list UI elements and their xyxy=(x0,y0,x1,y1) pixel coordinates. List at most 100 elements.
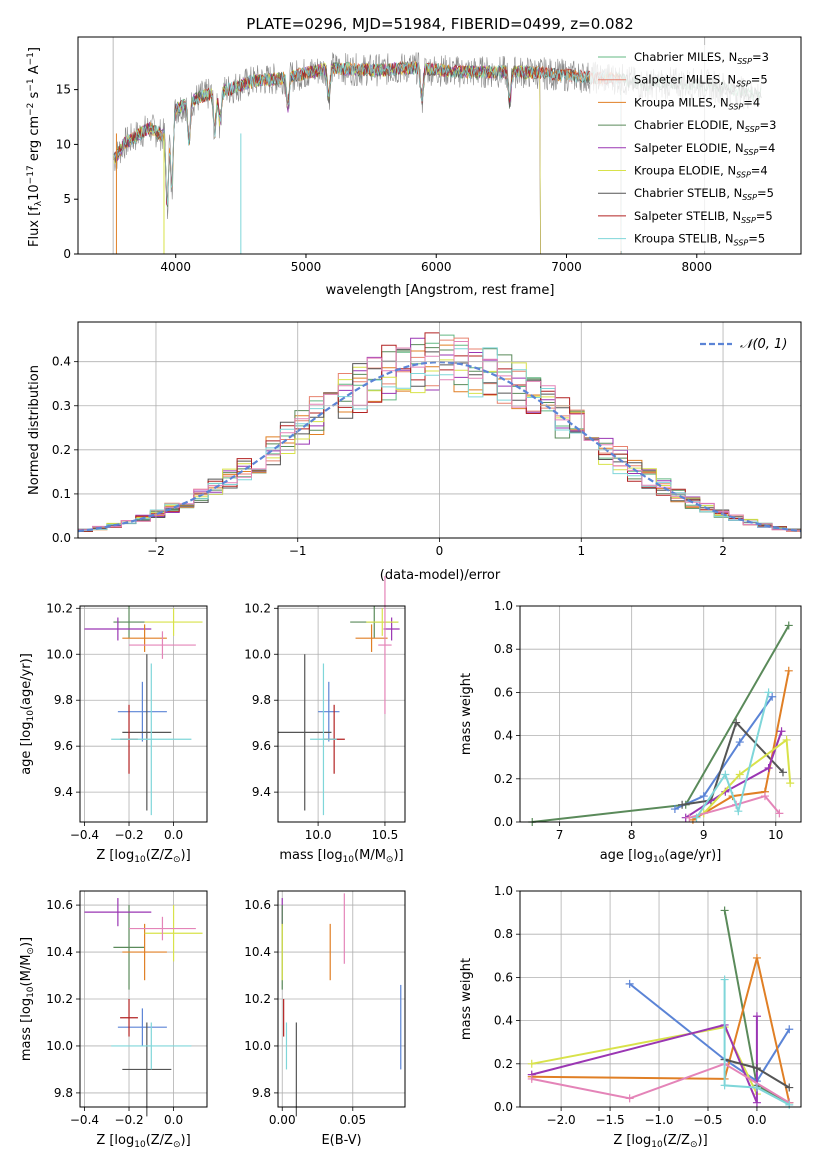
y-tick-label: 1.0 xyxy=(494,599,513,613)
y-tick-label: 9.4 xyxy=(252,785,271,799)
histogram-y-axis-label: Normed distribution xyxy=(27,365,42,495)
weight-point-marker xyxy=(784,621,793,630)
age-vs-mass-panel: 10.0 10.5 9.4 9.6 9.8 10.0 10.2 mass [log10(M/M… xyxy=(244,576,406,865)
residual-histogram-panel: −2 −1 0 1 2 0.0 0.1 0.2 0.3 0.4 𝒩(0, 1) (data-mod… xyxy=(27,321,802,583)
legend-label-sub: SSP xyxy=(742,193,757,202)
weight-point-marker xyxy=(778,768,787,777)
weight-point-marker xyxy=(785,1100,794,1109)
massweight-vs-age-panel: 7 8 9 10 0.0 0.2 0.4 0.6 0.8 1.0 mass weight age [l… xyxy=(459,599,802,865)
x-axis-label-part: 10 xyxy=(651,1140,663,1150)
legend-label-main: Salpeter STELIB, N xyxy=(634,209,741,223)
weight-point-marker xyxy=(785,1025,794,1034)
x-tick-label: 10 xyxy=(768,828,783,842)
x-axis-label-part: (M/M xyxy=(354,848,386,863)
x-tick-label: 2 xyxy=(719,544,727,558)
weight-point-marker xyxy=(764,688,773,697)
x-tick-label: −0.5 xyxy=(693,1113,722,1127)
y-tick-label: 0.2 xyxy=(52,443,71,457)
y-tick-label: 9.8 xyxy=(252,1086,271,1100)
weight-point-marker xyxy=(752,1083,761,1092)
y-tick-label: 10.0 xyxy=(244,1039,271,1053)
legend-label-suffix: =4 xyxy=(751,164,768,178)
histogram-legend: 𝒩(0, 1) xyxy=(700,337,787,352)
normal-legend-label: 𝒩(0, 1) xyxy=(740,337,787,352)
spectrum-x-axis-label: wavelength [Angstrom, rest frame] xyxy=(326,283,555,298)
weight-point-marker xyxy=(720,906,729,915)
figure-title: PLATE=0296, MJD=51984, FIBERID=0499, z=0… xyxy=(246,15,633,33)
x-tick-label: 10.0 xyxy=(305,828,332,842)
legend-label: Kroupa ELODIE, NSSP=4 xyxy=(634,164,768,180)
legend-label-sub: SSP xyxy=(736,171,751,180)
y-tick-label: 10.0 xyxy=(46,647,73,661)
weight-series-line xyxy=(531,1062,790,1104)
x-axis-label-part: )] xyxy=(181,1133,191,1148)
x-axis-label-part: ⊙ xyxy=(386,855,394,865)
mass-vs-metallicity-panel: −0.4 −0.2 0.09.810.010.210.410.6Z [log10(Z… xyxy=(19,890,208,1150)
x-axis-label-part: Z [log xyxy=(96,1133,134,1148)
weight-point-marker xyxy=(734,807,743,816)
weight-point-marker xyxy=(768,692,777,701)
x-axis-label-part: Z [log xyxy=(613,1133,651,1148)
x-tick-label: 7 xyxy=(556,828,564,842)
x-axis-label-part: )] xyxy=(181,848,191,863)
x-axis-label-part: (Z/Z xyxy=(663,1133,690,1148)
x-axis-label-part: 10 xyxy=(134,855,146,865)
legend-label-main: Chabrier MILES, N xyxy=(634,50,737,64)
legend-label-sub: SSP xyxy=(745,125,760,134)
spectrum-panel: 4000 5000 6000 7000 8000 0 5 10 15 Chabrier MILE… xyxy=(26,36,802,298)
y-axis-label: age [log10(age/yr)] xyxy=(19,653,36,775)
x-axis-label-part: ⊙ xyxy=(173,1140,181,1150)
y-label-part: −17 xyxy=(26,165,36,184)
model-spectrum-line xyxy=(113,60,622,255)
legend-label-suffix: =5 xyxy=(756,209,773,223)
weight-point-marker xyxy=(735,738,744,747)
weight-point-marker xyxy=(752,1098,761,1107)
y-tick-label: 0.6 xyxy=(494,685,513,699)
weight-point-marker xyxy=(720,1081,729,1090)
weight-series-line xyxy=(692,670,790,821)
weight-point-marker xyxy=(784,666,793,675)
age-vs-metallicity-panel: −0.4 −0.2 0.09.49.69.810.010.2Z [log10(Z/Z… xyxy=(19,601,208,865)
legend-label-suffix: =3 xyxy=(760,118,777,132)
legend-label-suffix: =3 xyxy=(752,50,769,64)
x-axis-label-part: 10 xyxy=(343,855,355,865)
y-tick-label: 0.4 xyxy=(494,1014,513,1028)
legend-label: Salpeter MILES, NSSP=5 xyxy=(634,73,768,89)
x-tick-label: 0.00 xyxy=(269,1113,296,1127)
x-axis-label: E(B-V) xyxy=(321,1133,361,1148)
legend-label-main: Chabrier STELIB, N xyxy=(634,186,742,200)
spectrum-frame xyxy=(77,36,802,255)
x-tick-label: 9 xyxy=(700,828,708,842)
y-tick-label: 0.0 xyxy=(494,1100,513,1114)
weight-point-marker xyxy=(786,779,795,788)
y-tick-label: 5 xyxy=(63,192,71,206)
y-axis-label-part: mass [log xyxy=(19,998,34,1061)
y-tick-label: 10.2 xyxy=(244,601,271,615)
y-tick-label: 0.2 xyxy=(494,772,513,786)
y-label-part: ] xyxy=(27,47,42,52)
y-axis-label: mass [log10(M/M⊙)] xyxy=(19,937,36,1061)
legend-label-sub: SSP xyxy=(741,216,756,225)
y-tick-label: 10.4 xyxy=(244,945,271,959)
legend-label-suffix: =5 xyxy=(748,232,765,246)
legend-label-main: Salpeter ELODIE, N xyxy=(634,141,744,155)
y-tick-label: 10.6 xyxy=(46,898,73,912)
y-tick-label: 10 xyxy=(56,137,71,151)
legend-label-suffix: =5 xyxy=(751,73,768,87)
x-axis-label-part: (Z/Z xyxy=(146,1133,173,1148)
legend-label-suffix: =4 xyxy=(743,95,760,109)
y-label-part: s xyxy=(27,91,42,102)
y-tick-label: 10.0 xyxy=(244,647,271,661)
x-tick-label: 0.0 xyxy=(747,1113,766,1127)
x-tick-label: −1.0 xyxy=(644,1113,673,1127)
massweight-vs-metallicity-panel: −2.0 −1.5 −1.0 −0.5 0.0 0.0 0.2 0.4 0.6 0.8 1.0 mas… xyxy=(459,884,802,1150)
weight-point-marker xyxy=(625,1094,634,1103)
y-axis-label-part: 10 xyxy=(26,710,36,722)
x-tick-label: −0.4 xyxy=(70,1113,99,1127)
legend-label-main: Kroupa ELODIE, N xyxy=(634,164,736,178)
y-tick-label: 10.4 xyxy=(46,945,73,959)
y-label-part: −2 xyxy=(26,103,36,116)
y-tick-label: 0.0 xyxy=(52,531,71,545)
legend-label-main: Chabrier ELODIE, N xyxy=(634,118,745,132)
